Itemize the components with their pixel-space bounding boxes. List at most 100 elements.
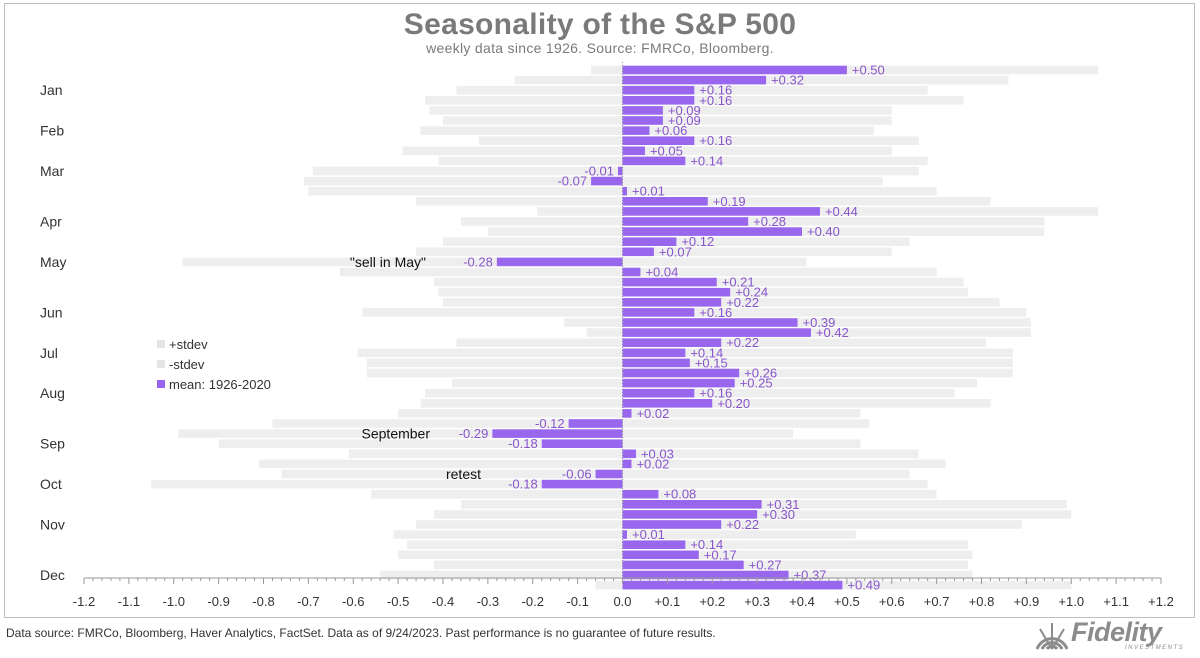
data-label: +0.01 (632, 184, 665, 199)
minus-stdev-bar (393, 530, 623, 539)
data-label: -0.06 (562, 467, 592, 482)
minus-stdev-bar (438, 287, 623, 297)
legend-swatch (157, 340, 165, 348)
plus-stdev-bar (622, 136, 919, 145)
data-label: +0.39 (803, 315, 836, 330)
mean-bar (622, 570, 789, 580)
data-label: +0.05 (650, 143, 683, 158)
data-label: -0.07 (557, 174, 587, 189)
mean-bar (622, 409, 632, 418)
mean-bar (622, 500, 762, 509)
data-label: +0.37 (794, 568, 827, 583)
minus-stdev-bar (281, 469, 623, 479)
plus-stdev-bar (622, 146, 892, 156)
data-label: +0.22 (726, 295, 759, 310)
plus-stdev-bar (622, 560, 969, 570)
minus-stdev-bar (178, 429, 623, 438)
mean-bar (622, 338, 722, 347)
plus-stdev-bar (622, 65, 1099, 75)
data-label: -0.12 (535, 416, 565, 431)
x-tick-label: -0.9 (207, 594, 229, 609)
minus-stdev-bar (434, 510, 623, 519)
data-label: +0.21 (722, 275, 755, 290)
mean-bar (492, 429, 623, 438)
plus-stdev-bar (622, 429, 794, 438)
minus-stdev-bar (357, 348, 623, 358)
mean-bar (541, 479, 623, 489)
plus-stdev-bar (622, 328, 1031, 337)
data-label: +0.42 (816, 325, 849, 340)
minus-stdev-bar (218, 439, 623, 448)
data-label: -0.18 (508, 436, 538, 451)
plus-stdev-bar (622, 348, 1013, 358)
plus-stdev-bar (622, 409, 861, 418)
mean-bar (622, 186, 627, 196)
month-label: May (40, 254, 66, 270)
data-label: +0.32 (771, 73, 804, 88)
minus-stdev-bar (182, 257, 623, 267)
x-tick-label: -0.4 (432, 594, 454, 609)
mean-bar (622, 146, 645, 156)
mean-bar (622, 580, 843, 590)
mean-bar (622, 277, 717, 287)
x-tick-label: +0.1 (655, 594, 681, 609)
mean-bar (622, 298, 722, 307)
data-label: +0.26 (744, 366, 777, 381)
mean-bar (622, 489, 659, 499)
minus-stdev-bar (586, 328, 623, 337)
plus-stdev-bar (622, 267, 937, 277)
minus-stdev-bar (443, 237, 623, 246)
plus-stdev-bar (622, 439, 861, 448)
mean-bar (622, 217, 749, 226)
mean-bar (622, 308, 695, 317)
plus-stdev-bar (622, 96, 964, 105)
mean-bar (622, 459, 632, 469)
plus-stdev-bar (622, 106, 892, 115)
minus-stdev-bar (487, 227, 623, 236)
minus-stdev-bar (456, 338, 623, 347)
data-label: +0.02 (636, 456, 669, 471)
plus-stdev-bar (622, 530, 856, 539)
minus-stdev-bar (380, 570, 623, 580)
month-label: Mar (40, 163, 64, 179)
plus-stdev-bar (622, 358, 1013, 368)
footer-source-note: Data source: FMRCo, Bloomberg, Haver Ana… (6, 626, 716, 640)
mean-bar (622, 136, 695, 145)
plus-stdev-bar (622, 419, 870, 428)
minus-stdev-bar (371, 489, 623, 499)
plus-stdev-bar (622, 469, 910, 479)
chart-plot: +0.50+0.32+0.16+0.16+0.09+0.09+0.06+0.16… (40, 62, 1174, 609)
mean-bar (622, 368, 740, 378)
mean-bar (622, 207, 820, 216)
data-label: +0.02 (636, 406, 669, 421)
data-label: +0.08 (663, 487, 696, 502)
data-label: +0.44 (825, 204, 858, 219)
minus-stdev-bar (366, 368, 623, 378)
mean-bar (622, 358, 690, 368)
minus-stdev-bar (443, 298, 623, 307)
data-label: +0.50 (852, 63, 885, 78)
plus-stdev-bar (622, 540, 969, 549)
x-tick-label: +0.9 (1014, 594, 1040, 609)
minus-stdev-bar (312, 166, 623, 176)
minus-stdev-bar (537, 207, 623, 216)
plus-stdev-bar (622, 217, 1045, 226)
x-tick-label: +1.2 (1148, 594, 1174, 609)
plus-stdev-bar (622, 570, 973, 580)
x-tick-label: -0.6 (342, 594, 364, 609)
month-label: Sep (40, 436, 65, 452)
plus-stdev-bar (622, 227, 1045, 236)
data-label: +0.17 (704, 547, 737, 562)
chart-title: Seasonality of the S&P 500 (403, 8, 797, 41)
mean-bar (622, 388, 695, 398)
x-tick-label: -0.5 (387, 594, 409, 609)
x-tick-label: -0.7 (297, 594, 319, 609)
mean-bar (622, 65, 847, 75)
plus-stdev-bar (622, 479, 928, 489)
plus-stdev-bar (622, 550, 973, 560)
minus-stdev-bar (425, 388, 623, 398)
mean-bar (622, 227, 802, 236)
mean-bar (622, 318, 798, 327)
x-tick-label: -1.0 (163, 594, 185, 609)
x-tick-label: +0.2 (699, 594, 725, 609)
